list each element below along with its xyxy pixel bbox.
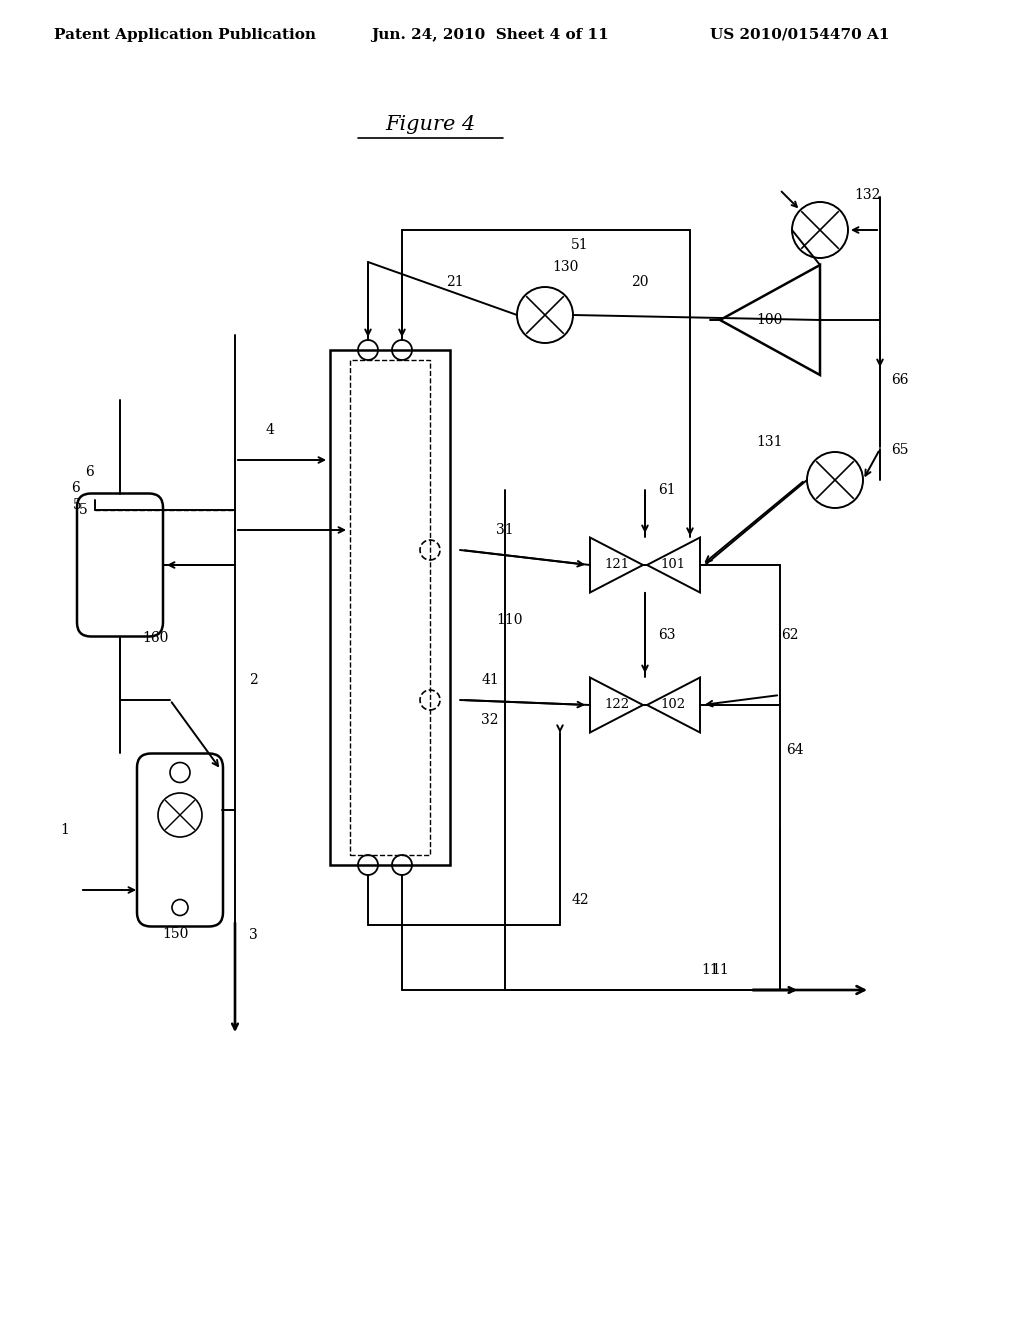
Text: 21: 21 [446,275,464,289]
Text: Patent Application Publication: Patent Application Publication [54,28,316,42]
Text: 3: 3 [249,928,257,942]
Text: 64: 64 [786,743,804,756]
Text: 132: 132 [855,187,882,202]
Text: 61: 61 [658,483,676,498]
Text: Jun. 24, 2010  Sheet 4 of 11: Jun. 24, 2010 Sheet 4 of 11 [371,28,609,42]
Text: 41: 41 [481,673,499,686]
Text: 5: 5 [79,503,88,517]
Text: 65: 65 [891,444,908,457]
Text: US 2010/0154470 A1: US 2010/0154470 A1 [711,28,890,42]
Text: 130: 130 [552,260,579,275]
Text: 2: 2 [249,673,257,686]
Text: 110: 110 [497,612,523,627]
Text: 6: 6 [71,480,80,495]
Text: 150: 150 [162,928,188,941]
Text: 62: 62 [781,628,799,642]
Text: 160: 160 [141,631,168,644]
Text: 31: 31 [497,523,514,537]
Text: 63: 63 [658,628,676,642]
Text: 32: 32 [481,713,499,727]
Text: 66: 66 [891,374,908,387]
Bar [350,360,430,855]
Text: 121: 121 [604,558,630,572]
Text: 11: 11 [701,964,719,977]
Text: 1: 1 [60,822,69,837]
Text: 100: 100 [757,313,783,327]
Text: 101: 101 [660,558,685,572]
Text: 5: 5 [74,498,82,512]
Text: 6: 6 [86,466,94,479]
Text: 20: 20 [631,275,649,289]
Text: 122: 122 [604,698,630,711]
Bar [330,350,450,865]
Text: 102: 102 [660,698,685,711]
Text: 4: 4 [265,422,274,437]
Text: 42: 42 [571,894,589,907]
Text: 11: 11 [711,964,729,977]
Text: 131: 131 [757,436,783,449]
Text: 51: 51 [571,238,589,252]
Text: Figure 4: Figure 4 [385,116,475,135]
